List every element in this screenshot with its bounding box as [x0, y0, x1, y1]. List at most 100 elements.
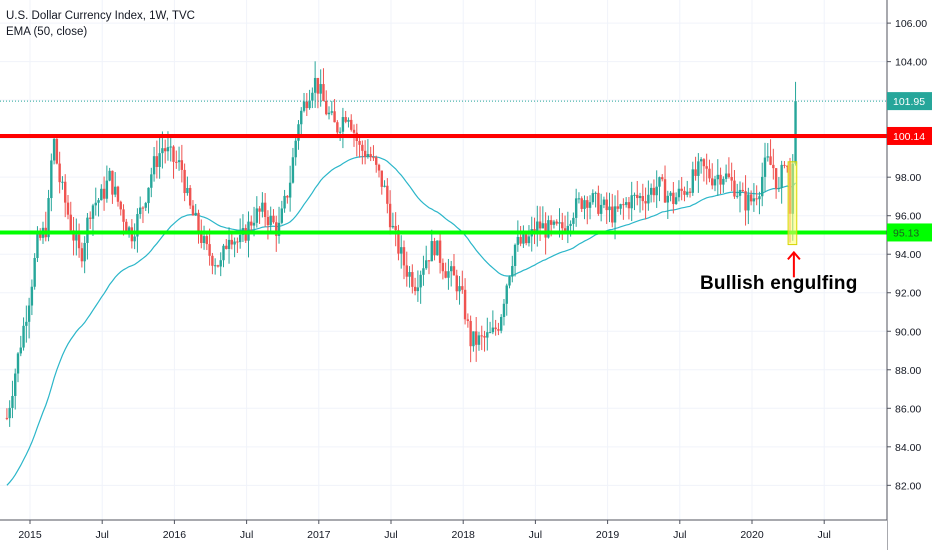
time-tick-label: 2018	[452, 529, 476, 541]
candle-body	[463, 289, 467, 320]
candle-body	[511, 266, 514, 277]
candle-body	[727, 173, 731, 178]
candle-body	[25, 321, 28, 326]
candle-body	[72, 230, 75, 241]
candle-body	[647, 194, 650, 204]
time-tick-label: Jul	[529, 529, 542, 541]
overlay-layer	[787, 161, 801, 278]
candle-body	[649, 187, 653, 195]
candle-body	[524, 234, 528, 244]
candle-body	[163, 148, 167, 152]
candle-body	[64, 181, 67, 203]
candle-body	[316, 77, 320, 94]
time-tick-label: Jul	[673, 529, 686, 541]
candle-body	[305, 101, 309, 109]
candle-body	[763, 157, 767, 177]
candle-body	[219, 260, 222, 267]
candle-body	[208, 244, 211, 256]
candle-body	[180, 160, 184, 170]
candle-body	[258, 208, 261, 212]
candle-body	[105, 180, 109, 199]
candle-body	[225, 245, 228, 249]
candle-body	[172, 146, 175, 162]
candle-body	[547, 220, 550, 238]
candle-body	[194, 212, 197, 216]
candle-body	[22, 325, 25, 348]
candle-body	[561, 222, 564, 229]
candle-body	[141, 207, 145, 209]
time-tick-label: Jul	[240, 529, 253, 541]
ema-line	[6, 155, 797, 486]
candle-body	[127, 227, 131, 231]
candle-body	[574, 198, 578, 218]
candle-body	[455, 275, 458, 292]
candle-body	[411, 272, 414, 287]
last-price-label-bg	[887, 92, 932, 111]
candle-body	[375, 157, 378, 165]
candle-body	[419, 274, 422, 288]
candle-body	[283, 195, 286, 209]
candle-body	[133, 236, 136, 242]
symbol-legend[interactable]: U.S. Dollar Currency Index, 1W, TVC	[6, 10, 195, 22]
candle-body	[752, 198, 756, 202]
candle-body	[402, 247, 406, 266]
candle-body	[361, 144, 364, 151]
candle-body	[708, 168, 711, 179]
candle-body	[486, 332, 489, 338]
candle-body	[327, 112, 331, 115]
candle-body	[372, 157, 375, 159]
candle-body	[447, 271, 450, 278]
candle-body	[50, 160, 53, 199]
candle-body	[125, 221, 128, 231]
candle-body	[697, 161, 700, 176]
candle-body	[522, 234, 525, 244]
candle-body	[261, 202, 264, 212]
candle-body	[683, 190, 686, 195]
candle-body	[613, 206, 617, 223]
candle-body	[638, 196, 642, 199]
candle-body	[14, 373, 17, 396]
candle-body	[383, 185, 386, 187]
candle-body	[394, 225, 397, 231]
candle-body	[252, 222, 256, 226]
candle-body	[325, 100, 328, 115]
candle-body	[499, 317, 503, 331]
candle-body	[772, 164, 775, 169]
candle-body	[441, 262, 445, 272]
candle-body	[391, 225, 395, 228]
candle-body	[113, 186, 117, 195]
candle-body	[300, 110, 303, 125]
candle-body	[347, 119, 350, 122]
candle-body	[491, 327, 495, 333]
candle-body	[155, 156, 159, 167]
candle-body	[89, 217, 92, 219]
candle-body	[286, 195, 289, 198]
candle-body	[380, 170, 383, 187]
price-tick-label: 92.00	[895, 288, 921, 300]
indicator-legend[interactable]: EMA (50, close)	[6, 26, 88, 38]
candle-body	[275, 222, 278, 236]
candle-body	[397, 230, 400, 254]
candle-body	[269, 215, 272, 226]
candle-body	[711, 178, 714, 186]
candle-body	[755, 198, 758, 200]
time-tick-label: Jul	[95, 529, 108, 541]
candle-body	[586, 200, 589, 208]
candle-body	[36, 233, 39, 258]
candle-body	[66, 202, 70, 215]
candle-body	[566, 225, 570, 232]
candle-body	[319, 84, 322, 94]
candle-body	[144, 203, 147, 208]
candle-body	[774, 168, 778, 189]
price-tick-label: 88.00	[895, 365, 921, 377]
candle-body	[508, 276, 511, 286]
candle-body	[666, 195, 670, 203]
candle-body	[536, 221, 539, 235]
candle-body	[413, 286, 417, 292]
candle-body	[602, 199, 606, 205]
candle-body	[344, 117, 347, 122]
candle-body	[655, 186, 658, 196]
resistance-price-label: 100.14	[893, 131, 925, 143]
candle-body	[777, 187, 781, 189]
price-tick-label: 82.00	[895, 480, 921, 492]
